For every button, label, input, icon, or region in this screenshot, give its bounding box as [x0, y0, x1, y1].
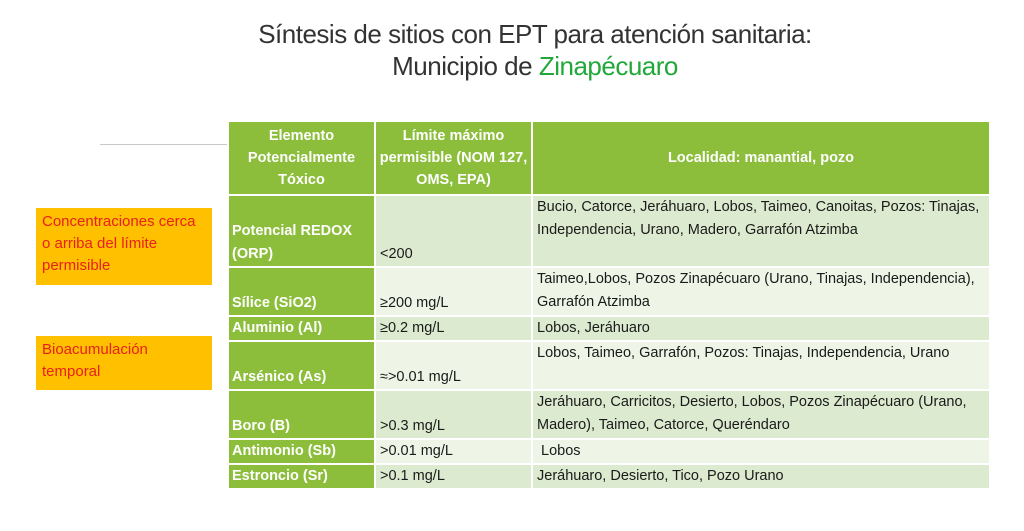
header-limit: Límite máximo permisible (NOM 127, OMS, … [374, 120, 533, 196]
limit-cell: >0.1 mg/L [374, 463, 533, 490]
header-locality: Localidad: manantial, pozo [531, 120, 991, 196]
table-row: Potencial REDOX (ORP) <200 Bucio, Catorc… [227, 194, 991, 268]
locality-cell: Taimeo,Lobos, Pozos Zinapécuaro (Urano, … [531, 266, 991, 317]
table-row: Antimonio (Sb) >0.01 mg/L Lobos [227, 438, 991, 465]
locality-cell: Lobos, Taimeo, Garrafón, Pozos: Tinajas,… [531, 340, 991, 391]
element-cell: Aluminio (Al) [227, 315, 376, 342]
limit-cell: ≈>0.01 mg/L [374, 340, 533, 391]
limit-cell: >0.01 mg/L [374, 438, 533, 465]
title-line-1: Síntesis de sitios con EPT para atención… [258, 19, 812, 49]
locality-cell: Bucio, Catorce, Jeráhuaro, Lobos, Taimeo… [531, 194, 991, 268]
element-cell: Sílice (SiO2) [227, 266, 376, 317]
element-cell: Estroncio (Sr) [227, 463, 376, 490]
note-bioaccumulation: Bioacumulación temporal [36, 336, 212, 390]
table-row: Estroncio (Sr) >0.1 mg/L Jeráhuaro, Desi… [227, 463, 991, 490]
limit-cell: <200 [374, 194, 533, 268]
limit-cell: ≥0.2 mg/L [374, 315, 533, 342]
header-element: Elemento Potencialmente Tóxico [227, 120, 376, 196]
slide-title: Síntesis de sitios con EPT para atención… [0, 18, 1024, 82]
elements-table: Elemento Potencialmente Tóxico Límite má… [227, 120, 991, 490]
divider-line [100, 144, 228, 145]
locality-cell: Lobos, Jeráhuaro [531, 315, 991, 342]
table-header-row: Elemento Potencialmente Tóxico Límite má… [227, 120, 991, 196]
table-row: Arsénico (As) ≈>0.01 mg/L Lobos, Taimeo,… [227, 340, 991, 391]
element-cell: Antimonio (Sb) [227, 438, 376, 465]
element-cell: Potencial REDOX (ORP) [227, 194, 376, 268]
title-line-2: Municipio de Zinapécuaro [0, 50, 1024, 82]
title-prefix: Municipio de [392, 51, 539, 81]
table-row: Sílice (SiO2) ≥200 mg/L Taimeo,Lobos, Po… [227, 266, 991, 317]
locality-cell: Jeráhuaro, Carricitos, Desierto, Lobos, … [531, 389, 991, 440]
table-row: Aluminio (Al) ≥0.2 mg/L Lobos, Jeráhuaro [227, 315, 991, 342]
note-concentrations: Concentraciones cerca o arriba del límit… [36, 208, 212, 285]
limit-cell: ≥200 mg/L [374, 266, 533, 317]
locality-cell: Jeráhuaro, Desierto, Tico, Pozo Urano [531, 463, 991, 490]
element-cell: Arsénico (As) [227, 340, 376, 391]
table-row: Boro (B) >0.3 mg/L Jeráhuaro, Carricitos… [227, 389, 991, 440]
limit-cell: >0.3 mg/L [374, 389, 533, 440]
element-cell: Boro (B) [227, 389, 376, 440]
municipality-name: Zinapécuaro [538, 51, 679, 81]
locality-cell: Lobos [531, 438, 991, 465]
